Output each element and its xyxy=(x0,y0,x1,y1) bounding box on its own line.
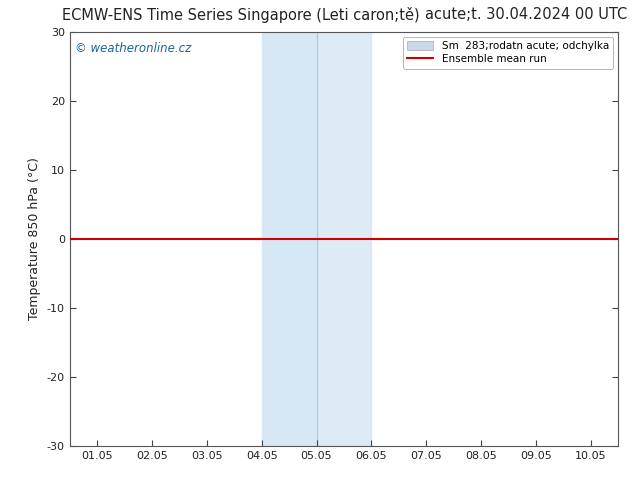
Y-axis label: Temperature 850 hPa (°C): Temperature 850 hPa (°C) xyxy=(28,157,41,320)
Legend: Sm  283;rodatn acute; odchylka, Ensemble mean run: Sm 283;rodatn acute; odchylka, Ensemble … xyxy=(403,37,613,69)
Bar xyxy=(316,32,372,446)
Text: ECMW-ENS Time Series Singapore (Leti caron;tě): ECMW-ENS Time Series Singapore (Leti car… xyxy=(62,7,420,24)
Text: © weatheronline.cz: © weatheronline.cz xyxy=(75,42,191,55)
Text: acute;t. 30.04.2024 00 UTC: acute;t. 30.04.2024 00 UTC xyxy=(425,7,628,23)
Bar xyxy=(262,32,316,446)
